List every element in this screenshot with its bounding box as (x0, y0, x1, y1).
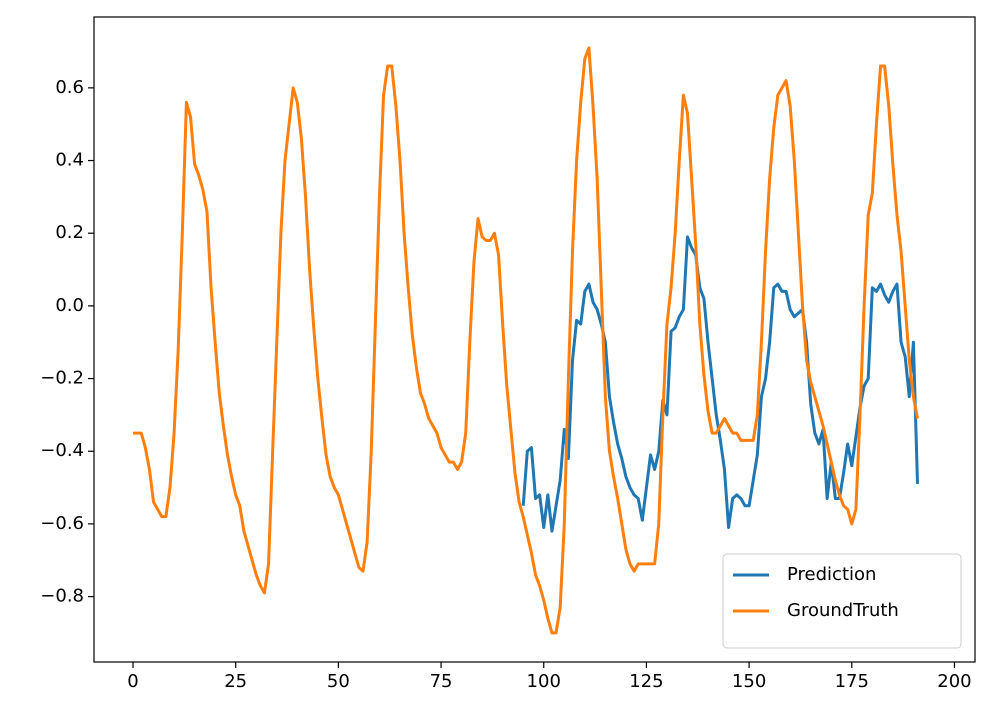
y-tick-label: 0.2 (55, 222, 84, 243)
data-line (521, 235, 919, 533)
y-tick-label: 0.6 (55, 77, 84, 98)
x-tick-label: 0 (127, 671, 138, 692)
x-tick-label: 150 (732, 671, 766, 692)
x-tick-label: 75 (430, 671, 453, 692)
legend-box (722, 553, 962, 649)
x-tick-label: 25 (224, 671, 247, 692)
x-tick-label: 200 (937, 671, 971, 692)
y-tick-label: −0.8 (40, 586, 84, 607)
y-tick-label: −0.4 (40, 440, 84, 461)
y-tick-label: −0.6 (40, 513, 84, 534)
x-tick-label: 100 (527, 671, 561, 692)
x-tick-label: 175 (835, 671, 869, 692)
x-tick-label: 50 (327, 671, 350, 692)
y-tick-label: 0.0 (55, 295, 84, 316)
x-tick-label: 125 (629, 671, 663, 692)
legend-label: GroundTruth (787, 600, 899, 621)
legend-label: Prediction (787, 564, 876, 585)
plot-frame (93, 16, 976, 663)
data-line (133, 46, 919, 635)
legend: Prediction GroundTruth (722, 553, 962, 649)
y-tick-label: −0.2 (40, 368, 84, 389)
y-tick-label: 0.4 (55, 150, 84, 171)
